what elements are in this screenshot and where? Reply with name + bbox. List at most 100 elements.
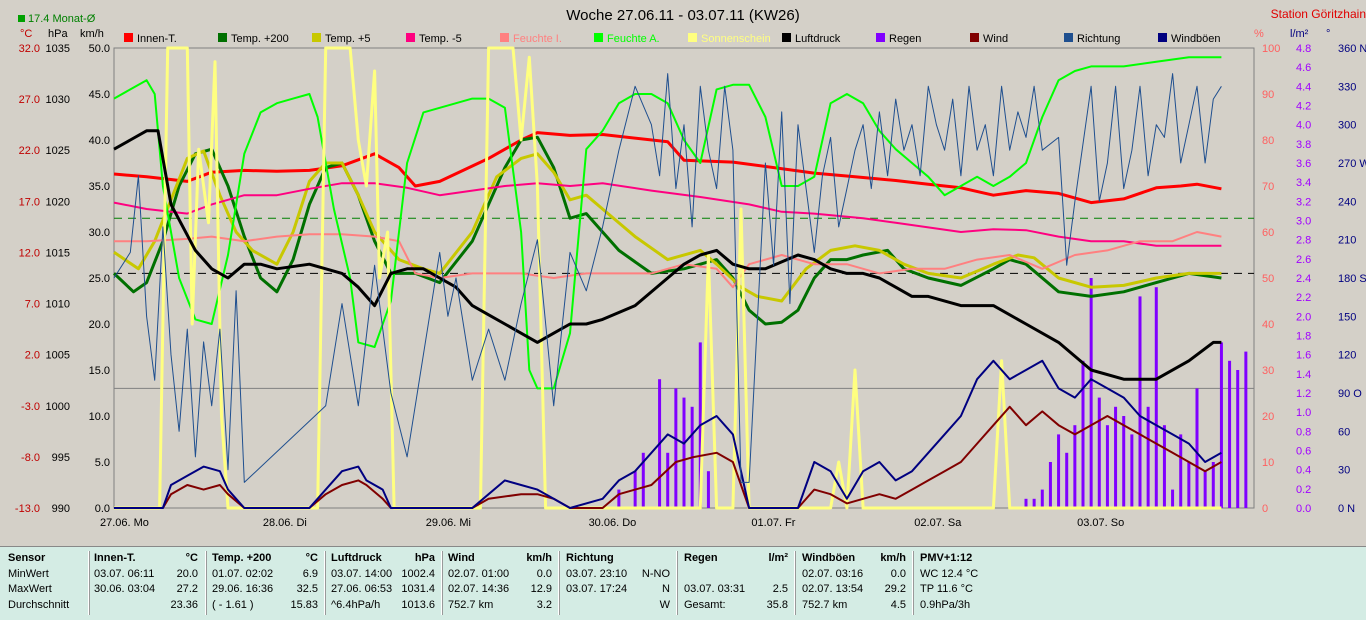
- axis-tick-label: 40.0: [89, 135, 110, 147]
- stats-luftdruck-max-value: 1031.4: [401, 583, 435, 595]
- rain-bar: [1130, 434, 1134, 508]
- axis-tick-label: 3.6: [1296, 158, 1311, 170]
- legend-label: Temp. -5: [419, 33, 462, 45]
- stats-temp200-max-value: 32.5: [296, 583, 318, 595]
- stats-temp200-avg-value: 15.83: [290, 598, 318, 611]
- axis-tick-label: 60: [1338, 426, 1350, 438]
- stats-min-label: MinWert: [8, 567, 49, 580]
- stats-wind-header: Wind: [448, 552, 475, 564]
- stats-wind-min-time: 02.07. 01:00: [448, 567, 510, 580]
- stats-boeen-max-value: 29.2: [884, 583, 906, 595]
- rain-bar: [1195, 388, 1199, 508]
- axis-tick-label: 2.0: [1296, 311, 1311, 323]
- legend-swatch: [594, 33, 603, 42]
- unit-degree: °: [1326, 28, 1330, 40]
- series-line-temp-5: [113, 149, 1222, 303]
- stats-richtung-min-value: N-NO: [641, 567, 670, 580]
- axis-tick-label: 1035: [46, 43, 70, 55]
- legend-swatch: [782, 33, 791, 42]
- rain-bar: [1162, 425, 1166, 508]
- axis-tick-label: 0.0: [1296, 503, 1311, 515]
- axis-tick-label: 3.8: [1296, 139, 1311, 151]
- axis-tick-label: 7.0: [25, 299, 40, 311]
- axis-tick-label: 4.8: [1296, 43, 1311, 55]
- legend-label: Temp. +5: [325, 33, 371, 45]
- rain-bar: [1187, 462, 1191, 508]
- rain-bar: [1081, 360, 1085, 508]
- stats-boeen-min-value: 0.0: [890, 567, 906, 580]
- axis-tick-label: -3.0: [21, 401, 40, 413]
- stats-innen-min-value: 20.0: [176, 567, 198, 580]
- stats-boeen-min-time: 02.07. 03:16: [802, 567, 864, 580]
- legend-label: Feuchte A.: [607, 33, 660, 45]
- axis-tick-label: 1.0: [1296, 407, 1311, 419]
- stats-richtung-column: Richtung 03.07. 23:10 N-NO 03.07. 17:24 N …: [566, 551, 670, 613]
- series-lines: [112, 46, 1222, 510]
- stats-sensor-header: Sensor: [8, 552, 46, 564]
- axis-tick-label: 1010: [46, 299, 70, 311]
- axis-tick-label: 30.0: [89, 227, 110, 239]
- axis-tick-label: 50: [1262, 273, 1274, 285]
- legend-swatch: [312, 33, 321, 42]
- stats-richtung-max-value: N: [662, 583, 670, 595]
- rain-bar: [1228, 360, 1232, 508]
- stats-wind-max-value: 12.9: [530, 583, 552, 595]
- axis-tick-label: 20: [1262, 411, 1274, 423]
- stats-luftdruck-column: Luftdruck hPa 03.07. 14:00 1002.4 27.06. 0…: [331, 551, 435, 613]
- axis-tick-label: 990: [52, 503, 70, 515]
- x-axis-label: 30.06. Do: [589, 517, 637, 529]
- axis-tick-label: 2.6: [1296, 254, 1311, 266]
- axis-tick-label: 330: [1338, 81, 1356, 93]
- axis-tick-label: 30: [1338, 465, 1350, 477]
- axis-tick-label: 2.4: [1296, 273, 1311, 285]
- rain-bar: [1057, 434, 1061, 508]
- axis-tick-label: 4.0: [1296, 120, 1311, 132]
- axis-tick-label: 20.0: [89, 319, 110, 331]
- stats-luftdruck-trend: ^6.4hPa/h: [331, 598, 381, 611]
- axis-tick-label: 17.0: [19, 196, 40, 208]
- series-line-luftdruck: [113, 129, 1222, 381]
- unit-hpa: hPa: [48, 28, 68, 40]
- stats-separator: [558, 551, 560, 615]
- legend-label: Sonnenschein: [701, 33, 771, 45]
- unit-kmh: km/h: [80, 28, 104, 40]
- stats-luftdruck-unit: hPa: [414, 552, 435, 564]
- stats-boeen-max-time: 02.07. 13:54: [802, 583, 864, 595]
- axis-tick-label: 1.4: [1296, 369, 1311, 381]
- series-line-temp-200: [112, 135, 1222, 326]
- axis-tick-label: 995: [52, 452, 70, 464]
- axis-tick-label: 1030: [46, 94, 70, 106]
- stats-regen-max-value: 2.5: [772, 583, 788, 595]
- stats-separator: [205, 551, 207, 615]
- axes: 32.0 27.0 22.0 17.0 12.0 7.0 2.0 -3.0 -8.0 -13.0 1…: [15, 43, 1366, 529]
- series-line-innen-t-: [113, 131, 1222, 205]
- series-line-richtung: [113, 73, 1222, 483]
- legend-swatch: [1158, 33, 1167, 42]
- axis-tick-label: 240: [1338, 196, 1356, 208]
- stats-separator: [441, 551, 443, 615]
- stats-wind-unit: km/h: [526, 552, 552, 564]
- stats-temp200-unit: °C: [305, 552, 318, 564]
- stats-luftdruck-min-time: 03.07. 14:00: [331, 567, 393, 580]
- x-axis-label: 03.07. So: [1077, 517, 1124, 529]
- stats-temp200-max-time: 29.06. 16:36: [212, 583, 274, 595]
- stats-pmv-windchill: WC 12.4 °C: [920, 567, 979, 580]
- stats-pmv-dewpoint: TP 11.6 °C: [920, 583, 973, 595]
- stats-innen-column: Innen-T. °C 03.07. 06:11 20.0 30.06. 03:04…: [94, 551, 198, 613]
- axis-tick-label: 1.2: [1296, 388, 1311, 400]
- legend-swatch: [688, 33, 697, 42]
- rain-bar: [1138, 296, 1142, 508]
- rain-bar: [1032, 498, 1036, 508]
- stats-boeen-unit: km/h: [880, 552, 906, 564]
- axis-tick-label: 1000: [46, 401, 70, 413]
- x-axis-label: 01.07. Fr: [751, 517, 795, 529]
- axis-tick-label: 4.2: [1296, 101, 1311, 113]
- stats-temp200-min-value: 6.9: [302, 567, 318, 580]
- axis-tick-label: 90 O: [1338, 388, 1362, 400]
- stats-regen-unit: l/m²: [768, 552, 788, 564]
- axis-tick-label: 10: [1262, 457, 1274, 469]
- unit-percent: %: [1254, 28, 1264, 40]
- legend-label: Windböen: [1171, 33, 1221, 45]
- rain-bar: [1105, 425, 1109, 508]
- axis-tick-label: 30: [1262, 365, 1274, 377]
